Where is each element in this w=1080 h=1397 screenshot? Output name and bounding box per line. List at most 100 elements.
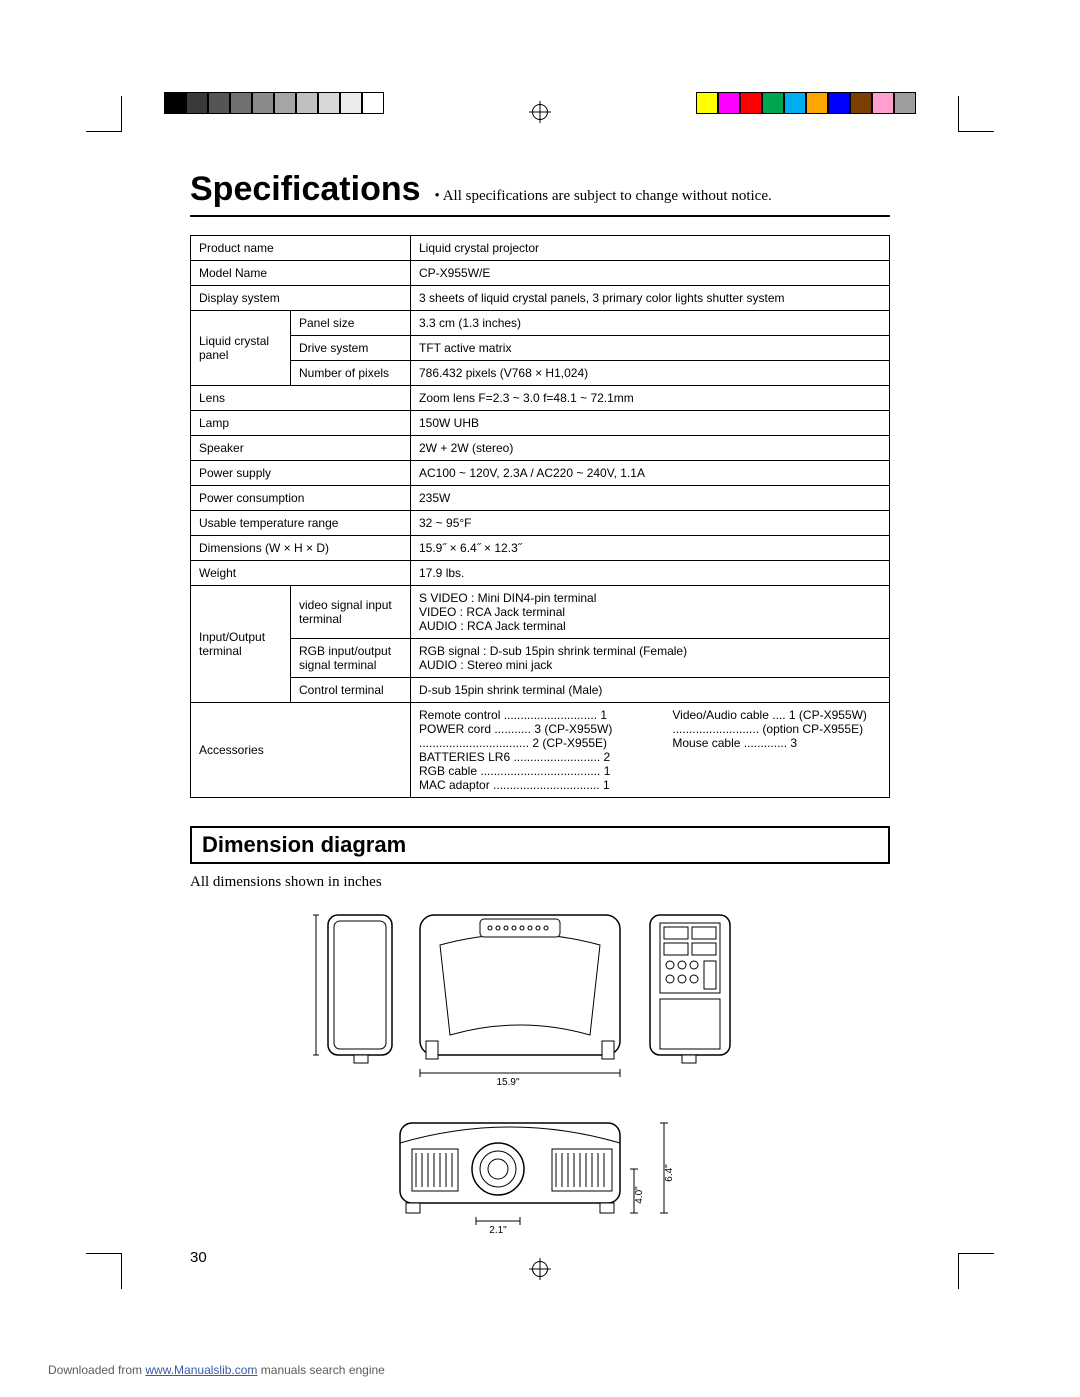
table-cell: AC100 ~ 120V, 2.3A / AC220 ~ 240V, 1.1A	[411, 461, 890, 486]
table-row: Input/Output terminalvideo signal input …	[191, 586, 890, 639]
table-cell: 3 sheets of liquid crystal panels, 3 pri…	[411, 286, 890, 311]
footer-prefix: Downloaded from	[48, 1363, 145, 1377]
registration-mark	[532, 104, 548, 120]
swatch	[718, 92, 740, 114]
page-title: Specifications	[190, 170, 421, 209]
table-cell: 786.432 pixels (V768 × H1,024)	[411, 361, 890, 386]
table-row: Model NameCP-X955W/E	[191, 261, 890, 286]
table-cell: Zoom lens F=2.3 ~ 3.0 f=48.1 ~ 72.1mm	[411, 386, 890, 411]
table-row: Dimensions (W × H × D)15.9˝ × 6.4˝ × 12.…	[191, 536, 890, 561]
spec-table: Product nameLiquid crystal projectorMode…	[190, 235, 890, 798]
table-cell: Power consumption	[191, 486, 411, 511]
side-view: 12.3"	[310, 915, 392, 1063]
table-cell: RGB signal : D-sub 15pin shrink terminal…	[411, 639, 890, 678]
table-cell: Power supply	[191, 461, 411, 486]
table-cell: 15.9˝ × 6.4˝ × 12.3˝	[411, 536, 890, 561]
page-content: Specifications • All specifications are …	[190, 170, 890, 1266]
color-bar	[696, 92, 916, 114]
table-cell: 2W + 2W (stereo)	[411, 436, 890, 461]
footer-link[interactable]: www.Manualslib.com	[145, 1363, 257, 1377]
table-row: Product nameLiquid crystal projector	[191, 236, 890, 261]
swatch	[230, 92, 252, 114]
table-row: LensZoom lens F=2.3 ~ 3.0 f=48.1 ~ 72.1m…	[191, 386, 890, 411]
table-cell: Usable temperature range	[191, 511, 411, 536]
footer-suffix: manuals search engine	[257, 1363, 384, 1377]
table-row: Power supplyAC100 ~ 120V, 2.3A / AC220 ~…	[191, 461, 890, 486]
table-cell: 3.3 cm (1.3 inches)	[411, 311, 890, 336]
table-cell: Speaker	[191, 436, 411, 461]
dim-lens-offset: 2.1"	[489, 1225, 507, 1233]
swatch	[850, 92, 872, 114]
dim-width: 15.9"	[496, 1077, 519, 1085]
table-cell: Liquid crystal panel	[191, 311, 291, 386]
dim-depth: 12.3"	[310, 966, 313, 989]
crop-mark	[958, 1253, 994, 1289]
front-view: 15.9"	[420, 915, 620, 1085]
accessories-col: Remote control .........................…	[419, 708, 612, 792]
accessories-col: Video/Audio cable .... 1 (CP-X955W) ....…	[672, 708, 867, 792]
dim-lens-height: 4.0"	[634, 1186, 645, 1204]
table-row: AccessoriesRemote control ..............…	[191, 703, 890, 798]
table-cell: Accessories	[191, 703, 411, 798]
table-row: Number of pixels786.432 pixels (V768 × H…	[191, 361, 890, 386]
swatch	[252, 92, 274, 114]
swatch	[208, 92, 230, 114]
table-cell: RGB input/output signal terminal	[291, 639, 411, 678]
swatch	[186, 92, 208, 114]
table-cell: 150W UHB	[411, 411, 890, 436]
swatch	[828, 92, 850, 114]
table-row: Lamp150W UHB	[191, 411, 890, 436]
table-cell: S VIDEO : Mini DIN4-pin terminalVIDEO : …	[411, 586, 890, 639]
page-subtitle: • All specifications are subject to chan…	[435, 188, 772, 205]
table-cell: TFT active matrix	[411, 336, 890, 361]
table-row: Liquid crystal panelPanel size3.3 cm (1.…	[191, 311, 890, 336]
table-cell: Lens	[191, 386, 411, 411]
elevation-view: 2.1" 4.0" 6.4"	[380, 1103, 700, 1233]
dimension-diagram: 12.3" 15.9"	[190, 905, 890, 1233]
title-rule	[190, 215, 890, 217]
dimension-heading: Dimension diagram	[190, 826, 890, 864]
crop-mark	[958, 96, 994, 132]
swatch	[806, 92, 828, 114]
table-cell: Model Name	[191, 261, 411, 286]
page-title-row: Specifications • All specifications are …	[190, 170, 890, 209]
grayscale-bar	[164, 92, 384, 114]
rear-view	[650, 915, 730, 1063]
footer: Downloaded from www.Manualslib.com manua…	[48, 1363, 385, 1377]
table-cell: Control terminal	[291, 678, 411, 703]
table-cell: Display system	[191, 286, 411, 311]
table-cell: video signal input terminal	[291, 586, 411, 639]
table-cell: Product name	[191, 236, 411, 261]
table-cell: CP-X955W/E	[411, 261, 890, 286]
table-cell: Number of pixels	[291, 361, 411, 386]
page-number: 30	[190, 1249, 890, 1266]
swatch	[340, 92, 362, 114]
dim-height: 6.4"	[664, 1164, 675, 1182]
swatch	[362, 92, 384, 114]
table-cell: Panel size	[291, 311, 411, 336]
dimension-note: All dimensions shown in inches	[190, 874, 890, 891]
crop-mark	[86, 96, 122, 132]
swatch	[740, 92, 762, 114]
swatch	[274, 92, 296, 114]
table-cell: Weight	[191, 561, 411, 586]
swatch	[784, 92, 806, 114]
table-row: Display system3 sheets of liquid crystal…	[191, 286, 890, 311]
swatch	[696, 92, 718, 114]
table-cell: Dimensions (W × H × D)	[191, 536, 411, 561]
table-row: RGB input/output signal terminalRGB sign…	[191, 639, 890, 678]
table-row: Control terminalD-sub 15pin shrink termi…	[191, 678, 890, 703]
table-cell: Liquid crystal projector	[411, 236, 890, 261]
swatch	[318, 92, 340, 114]
table-cell: Remote control .........................…	[411, 703, 890, 798]
table-row: Power consumption235W	[191, 486, 890, 511]
crop-mark	[86, 1253, 122, 1289]
swatch	[296, 92, 318, 114]
table-cell: Lamp	[191, 411, 411, 436]
table-cell: D-sub 15pin shrink terminal (Male)	[411, 678, 890, 703]
table-cell: Drive system	[291, 336, 411, 361]
table-row: Speaker2W + 2W (stereo)	[191, 436, 890, 461]
table-cell: 235W	[411, 486, 890, 511]
table-row: Weight17.9 lbs.	[191, 561, 890, 586]
swatch	[164, 92, 186, 114]
